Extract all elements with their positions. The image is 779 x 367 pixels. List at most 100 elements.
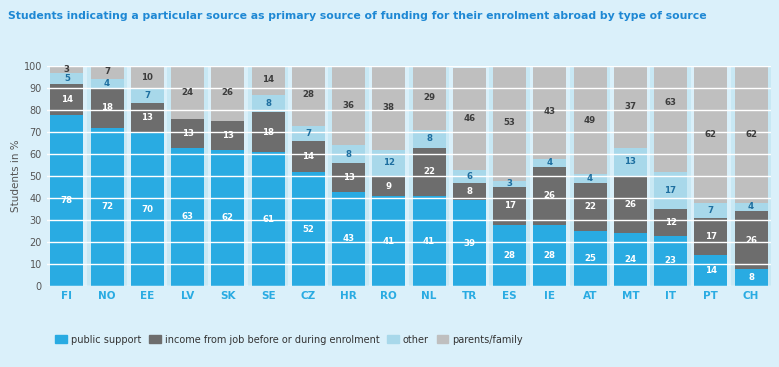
Bar <box>453 200 486 286</box>
Text: 13: 13 <box>182 129 194 138</box>
Text: 7: 7 <box>305 129 312 138</box>
Bar <box>292 141 325 172</box>
Text: 14: 14 <box>705 266 717 275</box>
Text: 26: 26 <box>222 88 234 97</box>
Bar <box>332 192 365 286</box>
Text: 17: 17 <box>503 201 516 210</box>
Legend: public support, income from job before or during enrolment, other, parents/famil: public support, income from job before o… <box>51 331 527 349</box>
Text: 37: 37 <box>624 102 636 111</box>
Bar <box>570 66 610 286</box>
Text: Students indicating a particular source as primary source of funding for their e: Students indicating a particular source … <box>8 11 707 21</box>
Bar <box>735 211 767 269</box>
Text: 72: 72 <box>101 203 113 211</box>
Bar <box>51 84 83 115</box>
Text: 38: 38 <box>382 103 395 112</box>
Text: 26: 26 <box>745 236 757 244</box>
Text: 53: 53 <box>504 118 516 127</box>
Text: 24: 24 <box>624 255 636 264</box>
Text: 70: 70 <box>141 205 153 214</box>
Text: 14: 14 <box>61 95 73 103</box>
Text: 61: 61 <box>262 215 274 224</box>
Bar <box>90 88 124 128</box>
Bar <box>573 183 607 231</box>
Text: 28: 28 <box>302 90 315 99</box>
Bar <box>654 33 687 172</box>
Bar <box>650 66 691 286</box>
Text: 41: 41 <box>423 237 435 246</box>
Bar <box>51 73 83 84</box>
Bar <box>252 112 284 152</box>
Bar <box>654 236 687 286</box>
Bar <box>614 176 647 233</box>
Bar <box>449 66 489 286</box>
Bar <box>248 66 288 286</box>
Bar <box>292 64 325 126</box>
Text: 12: 12 <box>664 218 677 227</box>
Bar <box>534 225 566 286</box>
Bar <box>493 64 526 181</box>
Text: 43: 43 <box>343 235 354 243</box>
Y-axis label: Students in %: Students in % <box>11 140 21 212</box>
Bar <box>372 176 405 196</box>
Text: 7: 7 <box>144 91 150 100</box>
Text: 14: 14 <box>262 75 274 84</box>
Bar <box>292 126 325 141</box>
Text: 41: 41 <box>382 237 395 246</box>
Bar <box>131 132 164 286</box>
Text: 3: 3 <box>506 179 513 188</box>
Bar <box>131 103 164 132</box>
Text: 13: 13 <box>222 131 234 140</box>
Text: 14: 14 <box>302 152 315 161</box>
Bar <box>530 66 570 286</box>
Bar <box>694 203 728 218</box>
Text: 13: 13 <box>141 113 153 122</box>
Text: 23: 23 <box>664 257 677 265</box>
Text: 46: 46 <box>464 115 475 123</box>
Bar <box>573 231 607 286</box>
Bar <box>654 209 687 236</box>
Bar <box>413 130 446 148</box>
Bar <box>292 172 325 286</box>
Bar <box>735 203 767 211</box>
Bar <box>211 64 245 121</box>
Bar <box>694 66 728 203</box>
Bar <box>288 66 329 286</box>
Text: 17: 17 <box>664 186 677 195</box>
Text: 4: 4 <box>104 79 110 88</box>
Bar <box>90 128 124 286</box>
Bar <box>90 79 124 88</box>
Bar <box>493 181 526 187</box>
Text: 18: 18 <box>101 103 113 112</box>
Text: 62: 62 <box>705 130 717 139</box>
Text: 26: 26 <box>624 200 636 209</box>
Bar <box>332 66 365 145</box>
Bar <box>372 150 405 176</box>
Text: 3: 3 <box>64 65 70 74</box>
Text: 5: 5 <box>64 74 70 83</box>
Bar <box>489 66 530 286</box>
Text: 63: 63 <box>182 212 194 221</box>
Bar <box>51 115 83 286</box>
Bar <box>409 66 449 286</box>
Bar <box>614 148 647 176</box>
Text: 8: 8 <box>748 273 754 282</box>
Text: 13: 13 <box>624 157 636 166</box>
Bar <box>47 66 87 286</box>
Bar <box>51 66 83 73</box>
Bar <box>332 145 365 163</box>
Bar <box>252 152 284 286</box>
Bar <box>211 150 245 286</box>
Text: 7: 7 <box>104 67 110 76</box>
Bar <box>534 64 566 159</box>
Text: 36: 36 <box>343 101 354 110</box>
Bar <box>453 183 486 200</box>
Bar <box>731 66 771 286</box>
Bar <box>493 187 526 225</box>
Bar <box>735 269 767 286</box>
Text: 26: 26 <box>544 192 556 200</box>
Bar <box>87 66 127 286</box>
Text: 10: 10 <box>142 73 153 81</box>
Bar <box>453 68 486 170</box>
Bar <box>573 174 607 183</box>
Text: 8: 8 <box>346 150 351 159</box>
